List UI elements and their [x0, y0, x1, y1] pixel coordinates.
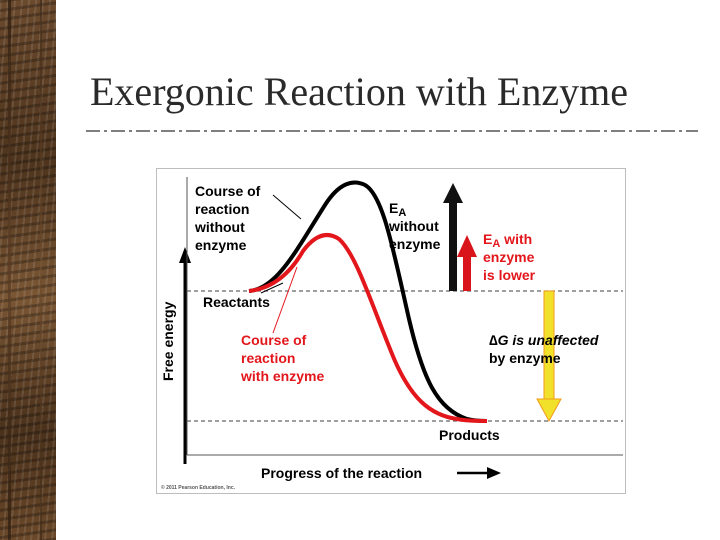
ea-without-label: EA without enzyme — [388, 200, 443, 252]
border-seam — [40, 0, 42, 540]
x-axis-arrowhead — [487, 467, 501, 479]
y-axis-label: Free energy — [160, 301, 176, 381]
title-dash-rule — [86, 130, 698, 132]
y-axis-arrowhead — [179, 247, 191, 263]
x-axis-label: Progress of the reaction — [261, 465, 422, 481]
products-label: Products — [439, 427, 500, 443]
ea-without-arrow-shaft — [449, 201, 457, 291]
course-with-label: Course of reaction with enzyme — [240, 332, 324, 384]
decorative-left-border — [0, 0, 56, 540]
ea-with-arrow-shaft — [463, 255, 471, 291]
reactants-label: Reactants — [203, 294, 270, 310]
ea-with-label: EA with enzyme is lower — [483, 231, 538, 283]
energy-diagram: Free energy Course of reaction without e… — [156, 168, 626, 494]
pointer-with-enzyme — [272, 266, 298, 334]
pointer-reactants — [260, 282, 284, 294]
copyright-note: © 2011 Pearson Education, Inc. — [161, 484, 236, 491]
slide-title: Exergonic Reaction with Enzyme — [90, 69, 628, 114]
ea-without-arrow-head — [443, 183, 463, 203]
course-without-label: Course of reaction without enzyme — [194, 183, 264, 253]
border-seam — [8, 0, 11, 540]
energy-diagram-svg: Free energy Course of reaction without e… — [160, 177, 623, 491]
ea-with-arrow-head — [457, 235, 477, 257]
delta-g-label: ∆G is unaffected by enzyme — [489, 332, 602, 366]
delta-g-arrow-head — [536, 398, 562, 423]
curve-with-enzyme — [248, 233, 488, 423]
pointer-without-enzyme — [272, 194, 302, 220]
